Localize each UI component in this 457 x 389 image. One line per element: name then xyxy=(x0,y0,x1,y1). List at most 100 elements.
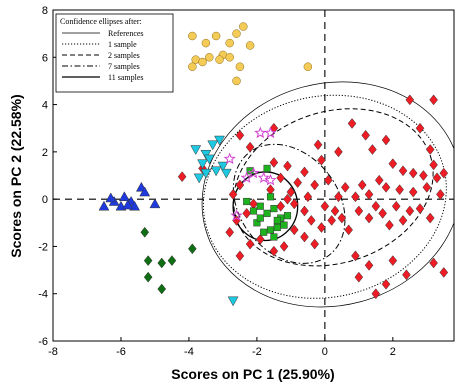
data-point-triangle-up xyxy=(98,200,110,211)
data-point-diamond xyxy=(317,154,326,166)
legend-label: 2 samples xyxy=(108,51,140,60)
data-point-diamond xyxy=(310,179,319,191)
legend-box xyxy=(55,13,174,93)
data-point-diamond xyxy=(320,200,330,212)
data-point-diamond xyxy=(235,250,245,262)
data-point-diamond xyxy=(371,288,381,300)
data-point-triangle-up xyxy=(139,186,151,197)
data-point-circle xyxy=(205,53,214,62)
data-point-diamond xyxy=(143,271,153,283)
data-point-triangle-down xyxy=(193,173,205,184)
data-point-diamond xyxy=(415,203,425,215)
legend-label: 7 samples xyxy=(108,62,140,71)
data-point-diamond xyxy=(398,215,408,226)
data-point-diamond xyxy=(388,158,398,170)
data-point-diamond xyxy=(300,166,309,178)
data-point-square xyxy=(256,214,264,222)
data-point-diamond xyxy=(235,129,245,141)
data-point-circle xyxy=(188,31,197,41)
data-point-diamond xyxy=(300,205,309,217)
data-point-circle xyxy=(198,57,207,67)
data-point-diamond xyxy=(232,215,241,226)
data-point-diamond xyxy=(408,186,418,198)
data-point-diamond xyxy=(432,172,442,184)
data-point-diamond xyxy=(364,259,374,271)
data-point-diamond xyxy=(286,186,296,198)
data-point-circle xyxy=(232,76,241,86)
zero-lines xyxy=(53,10,454,341)
data-point-diamond xyxy=(266,184,275,196)
data-point-diamond xyxy=(276,200,286,212)
x-tick-label: -6 xyxy=(116,346,126,358)
data-point-diamond xyxy=(157,283,167,295)
y-tick-label: 2 xyxy=(42,147,48,159)
legend-entries: References 1 sample 2 samples 7 samples 11 s… xyxy=(62,29,144,82)
data-point-star xyxy=(264,126,277,139)
x-tick-label: 0 xyxy=(322,346,328,358)
data-point-square xyxy=(266,226,275,234)
data-point-circle xyxy=(303,62,313,71)
data-point-diamond xyxy=(289,198,299,210)
data-point-diamond xyxy=(177,171,187,183)
data-point-triangle-up xyxy=(149,198,161,209)
data-point-triangle-down xyxy=(214,135,225,146)
data-point-square xyxy=(270,205,278,213)
data-point-circle xyxy=(225,38,234,48)
data-point-square xyxy=(273,216,281,224)
data-point-diamond xyxy=(419,170,428,181)
data-point-diamond xyxy=(310,238,319,250)
y-tick-label: 8 xyxy=(42,5,48,17)
data-point-diamond xyxy=(354,205,364,217)
data-point-diamond xyxy=(249,198,258,210)
data-point-square xyxy=(280,221,288,229)
data-point-diamond xyxy=(235,179,245,191)
data-point-diamond xyxy=(157,257,167,269)
y-tick-label: 6 xyxy=(42,52,48,64)
data-point-triangle-down xyxy=(197,159,208,170)
y-tick-label: 0 xyxy=(42,194,48,206)
data-point-diamond xyxy=(242,207,252,219)
y-tick-label: 4 xyxy=(42,100,48,112)
x-tick-label: -4 xyxy=(184,346,194,358)
data-point-diamond xyxy=(323,174,333,186)
data-point-diamond xyxy=(143,255,153,267)
data-point-diamond xyxy=(283,160,292,172)
data-point-star xyxy=(257,171,270,183)
data-point-diamond xyxy=(391,200,401,212)
data-point-diamond xyxy=(398,165,408,177)
data-point-diamond xyxy=(317,222,326,233)
data-point-diamond xyxy=(300,231,309,243)
legend: Confidence ellipses after: References 1 s… xyxy=(55,13,174,93)
data-point-diamond xyxy=(364,212,374,224)
y-axis-title: Scores on PC 2 (22.58%) xyxy=(8,94,24,257)
data-point-diamond xyxy=(340,181,350,193)
data-point-triangle-up xyxy=(105,192,117,203)
x-tick-label: -8 xyxy=(48,346,58,358)
data-point-diamond xyxy=(245,141,255,153)
data-point-diamond xyxy=(405,205,415,217)
data-point-diamond xyxy=(378,207,387,219)
data-point-diamond xyxy=(344,224,353,236)
data-point-triangle-down xyxy=(203,154,215,165)
data-point-diamond xyxy=(354,271,364,283)
data-point-diamond xyxy=(439,167,449,179)
data-point-triangle-down xyxy=(200,168,212,179)
data-point-diamond xyxy=(269,157,279,168)
data-point-square xyxy=(273,223,281,232)
ellipse-dash-dot xyxy=(232,143,346,264)
y-tick-label: -2 xyxy=(38,241,48,253)
plot-frame xyxy=(52,9,455,342)
data-point-diamond xyxy=(405,94,415,106)
data-point-star xyxy=(247,166,260,179)
data-point-diamond xyxy=(429,159,438,171)
x-tick-label: 2 xyxy=(390,346,396,358)
data-point-diamond xyxy=(422,181,432,193)
data-point-square xyxy=(246,167,254,175)
data-point-diamond xyxy=(279,241,289,252)
data-point-square xyxy=(266,193,275,201)
data-point-diamond xyxy=(429,94,438,106)
data-point-diamond xyxy=(313,139,323,151)
data-point-circle xyxy=(201,38,211,48)
data-point-star xyxy=(230,209,243,221)
legend-label: 1 sample xyxy=(108,40,137,49)
